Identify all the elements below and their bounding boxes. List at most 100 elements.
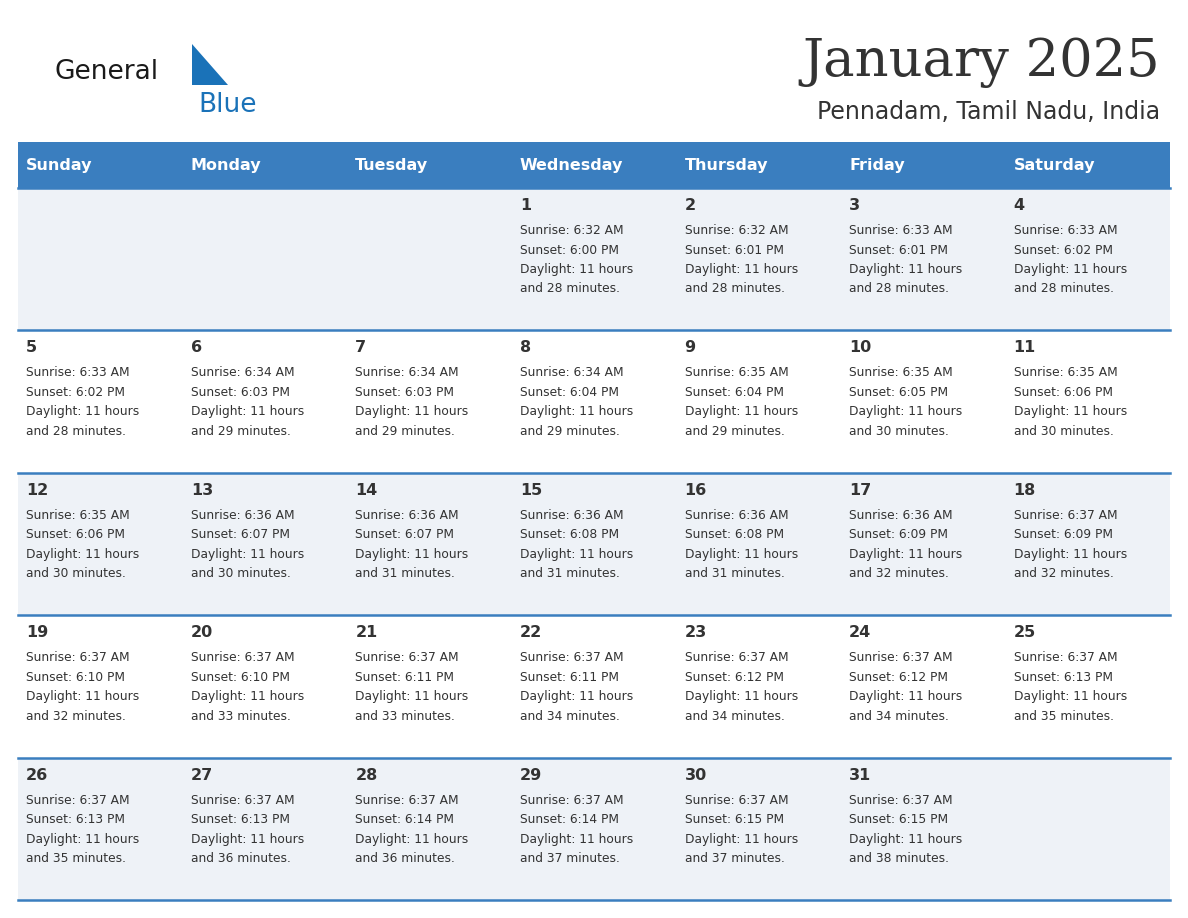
Text: and 30 minutes.: and 30 minutes. — [26, 567, 126, 580]
Text: January 2025: January 2025 — [802, 37, 1159, 87]
Text: Daylight: 11 hours: Daylight: 11 hours — [26, 406, 139, 419]
Text: 15: 15 — [520, 483, 542, 498]
Text: 12: 12 — [26, 483, 49, 498]
Text: and 35 minutes.: and 35 minutes. — [1013, 710, 1113, 722]
Text: Sunrise: 6:33 AM: Sunrise: 6:33 AM — [26, 366, 129, 379]
Text: 27: 27 — [191, 767, 213, 783]
Text: Daylight: 11 hours: Daylight: 11 hours — [1013, 263, 1127, 276]
Text: and 29 minutes.: and 29 minutes. — [191, 425, 291, 438]
Text: and 30 minutes.: and 30 minutes. — [849, 425, 949, 438]
Text: and 36 minutes.: and 36 minutes. — [355, 852, 455, 865]
Text: 14: 14 — [355, 483, 378, 498]
Text: Sunrise: 6:37 AM: Sunrise: 6:37 AM — [355, 651, 459, 665]
Text: Sunset: 6:12 PM: Sunset: 6:12 PM — [849, 671, 948, 684]
Text: Sunrise: 6:35 AM: Sunrise: 6:35 AM — [26, 509, 129, 521]
Text: Sunrise: 6:33 AM: Sunrise: 6:33 AM — [849, 224, 953, 237]
Text: Sunrise: 6:37 AM: Sunrise: 6:37 AM — [520, 793, 624, 807]
Text: 18: 18 — [1013, 483, 1036, 498]
Text: Sunset: 6:10 PM: Sunset: 6:10 PM — [26, 671, 125, 684]
Text: and 32 minutes.: and 32 minutes. — [26, 710, 126, 722]
Text: Sunset: 6:06 PM: Sunset: 6:06 PM — [1013, 386, 1113, 399]
Text: and 29 minutes.: and 29 minutes. — [355, 425, 455, 438]
Text: 13: 13 — [191, 483, 213, 498]
Text: Daylight: 11 hours: Daylight: 11 hours — [849, 263, 962, 276]
Text: Daylight: 11 hours: Daylight: 11 hours — [520, 690, 633, 703]
Text: Sunset: 6:04 PM: Sunset: 6:04 PM — [684, 386, 784, 399]
Text: Sunset: 6:14 PM: Sunset: 6:14 PM — [520, 813, 619, 826]
Text: Sunset: 6:13 PM: Sunset: 6:13 PM — [191, 813, 290, 826]
Text: Sunset: 6:10 PM: Sunset: 6:10 PM — [191, 671, 290, 684]
Text: Sunset: 6:09 PM: Sunset: 6:09 PM — [1013, 528, 1113, 542]
Text: 19: 19 — [26, 625, 49, 640]
Text: Daylight: 11 hours: Daylight: 11 hours — [1013, 406, 1127, 419]
Text: and 31 minutes.: and 31 minutes. — [520, 567, 620, 580]
Text: and 32 minutes.: and 32 minutes. — [1013, 567, 1113, 580]
Text: and 33 minutes.: and 33 minutes. — [355, 710, 455, 722]
Text: and 30 minutes.: and 30 minutes. — [191, 567, 291, 580]
Text: Sunrise: 6:35 AM: Sunrise: 6:35 AM — [849, 366, 953, 379]
Text: and 35 minutes.: and 35 minutes. — [26, 852, 126, 865]
Bar — [18, 473, 1170, 615]
Text: and 37 minutes.: and 37 minutes. — [520, 852, 620, 865]
Bar — [18, 142, 1170, 188]
Text: Daylight: 11 hours: Daylight: 11 hours — [191, 690, 304, 703]
Text: Sunrise: 6:37 AM: Sunrise: 6:37 AM — [1013, 509, 1117, 521]
Text: Sunrise: 6:34 AM: Sunrise: 6:34 AM — [191, 366, 295, 379]
Text: Sunrise: 6:37 AM: Sunrise: 6:37 AM — [849, 651, 953, 665]
Text: Daylight: 11 hours: Daylight: 11 hours — [355, 548, 468, 561]
Text: Daylight: 11 hours: Daylight: 11 hours — [191, 406, 304, 419]
Text: Sunset: 6:13 PM: Sunset: 6:13 PM — [1013, 671, 1113, 684]
Text: 21: 21 — [355, 625, 378, 640]
Text: General: General — [55, 59, 159, 85]
Text: Daylight: 11 hours: Daylight: 11 hours — [684, 548, 798, 561]
Text: and 29 minutes.: and 29 minutes. — [520, 425, 620, 438]
Text: 9: 9 — [684, 341, 696, 355]
Text: 26: 26 — [26, 767, 49, 783]
Text: Wednesday: Wednesday — [520, 158, 624, 173]
Text: Sunrise: 6:37 AM: Sunrise: 6:37 AM — [191, 793, 295, 807]
Text: Daylight: 11 hours: Daylight: 11 hours — [355, 833, 468, 845]
Text: Daylight: 11 hours: Daylight: 11 hours — [849, 690, 962, 703]
Text: and 32 minutes.: and 32 minutes. — [849, 567, 949, 580]
Text: 4: 4 — [1013, 198, 1025, 213]
Text: Sunset: 6:00 PM: Sunset: 6:00 PM — [520, 243, 619, 256]
Text: Daylight: 11 hours: Daylight: 11 hours — [191, 548, 304, 561]
Text: Sunrise: 6:37 AM: Sunrise: 6:37 AM — [684, 651, 788, 665]
Text: Monday: Monday — [191, 158, 261, 173]
Text: Sunset: 6:08 PM: Sunset: 6:08 PM — [520, 528, 619, 542]
Text: Pennadam, Tamil Nadu, India: Pennadam, Tamil Nadu, India — [817, 100, 1159, 124]
Text: Sunrise: 6:37 AM: Sunrise: 6:37 AM — [26, 793, 129, 807]
Text: 24: 24 — [849, 625, 871, 640]
Text: and 34 minutes.: and 34 minutes. — [520, 710, 620, 722]
Text: Daylight: 11 hours: Daylight: 11 hours — [520, 406, 633, 419]
Polygon shape — [192, 44, 228, 85]
Text: 16: 16 — [684, 483, 707, 498]
Text: and 37 minutes.: and 37 minutes. — [684, 852, 784, 865]
Bar — [18, 615, 1170, 757]
Text: 17: 17 — [849, 483, 871, 498]
Text: Sunset: 6:05 PM: Sunset: 6:05 PM — [849, 386, 948, 399]
Bar — [18, 757, 1170, 900]
Text: and 30 minutes.: and 30 minutes. — [1013, 425, 1113, 438]
Text: 28: 28 — [355, 767, 378, 783]
Text: Sunset: 6:13 PM: Sunset: 6:13 PM — [26, 813, 125, 826]
Text: Daylight: 11 hours: Daylight: 11 hours — [355, 406, 468, 419]
Text: Blue: Blue — [198, 92, 257, 118]
Text: Daylight: 11 hours: Daylight: 11 hours — [849, 833, 962, 845]
Text: 20: 20 — [191, 625, 213, 640]
Text: and 28 minutes.: and 28 minutes. — [26, 425, 126, 438]
Text: and 36 minutes.: and 36 minutes. — [191, 852, 291, 865]
Text: Daylight: 11 hours: Daylight: 11 hours — [684, 833, 798, 845]
Text: Thursday: Thursday — [684, 158, 767, 173]
Text: Daylight: 11 hours: Daylight: 11 hours — [1013, 548, 1127, 561]
Text: Daylight: 11 hours: Daylight: 11 hours — [26, 690, 139, 703]
Text: Sunrise: 6:36 AM: Sunrise: 6:36 AM — [684, 509, 788, 521]
Text: 29: 29 — [520, 767, 542, 783]
Text: Sunset: 6:08 PM: Sunset: 6:08 PM — [684, 528, 784, 542]
Text: 7: 7 — [355, 341, 366, 355]
Text: 1: 1 — [520, 198, 531, 213]
Text: and 31 minutes.: and 31 minutes. — [684, 567, 784, 580]
Text: Sunset: 6:15 PM: Sunset: 6:15 PM — [849, 813, 948, 826]
Text: Sunset: 6:14 PM: Sunset: 6:14 PM — [355, 813, 454, 826]
Text: Daylight: 11 hours: Daylight: 11 hours — [26, 548, 139, 561]
